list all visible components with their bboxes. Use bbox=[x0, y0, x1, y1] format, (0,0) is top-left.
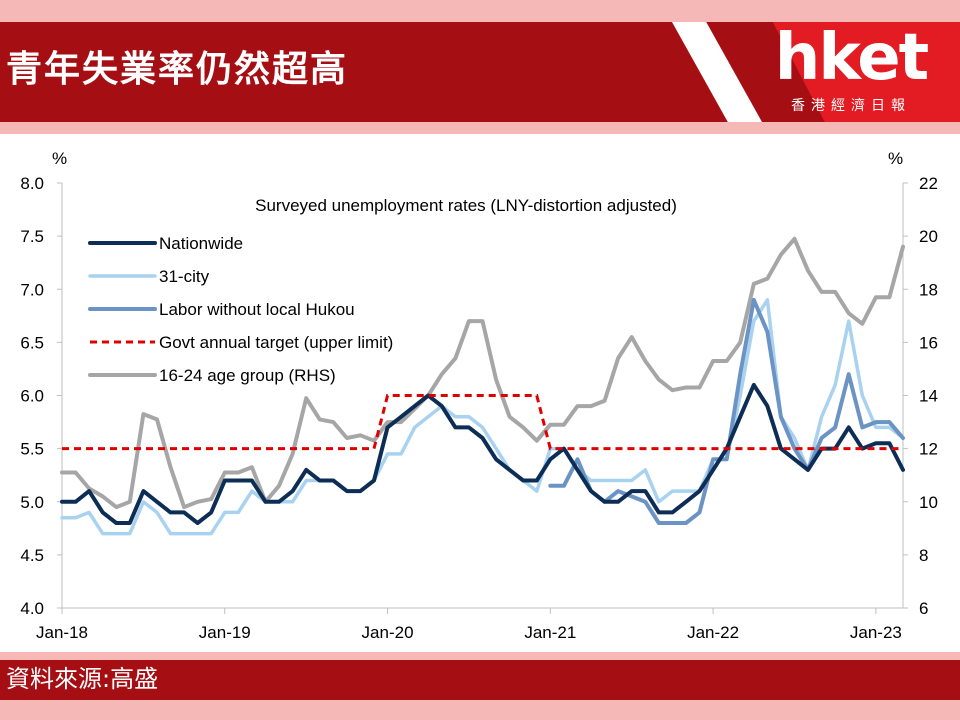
x-tick-label: Jan-23 bbox=[850, 623, 902, 642]
right-tick-label: 10 bbox=[919, 493, 938, 512]
x-tick-label: Jan-21 bbox=[524, 623, 576, 642]
hket-logo: hket bbox=[774, 21, 929, 95]
bottom-strip bbox=[0, 700, 960, 720]
left-unit-label: % bbox=[52, 149, 67, 168]
left-tick-label: 7.0 bbox=[20, 280, 44, 299]
right-tick-label: 18 bbox=[919, 280, 938, 299]
series-line-16-24-age-group-rhs bbox=[60, 236, 905, 510]
x-tick-label: Jan-22 bbox=[687, 623, 739, 642]
chart-title: Surveyed unemployment rates (LNY-distort… bbox=[255, 196, 677, 215]
legend-label-31-city: 31-city bbox=[159, 267, 210, 286]
left-tick-label: 6.0 bbox=[20, 387, 44, 406]
chart-panel: % % Surveyed unemployment rates (LNY-dis… bbox=[0, 134, 960, 652]
right-tick-label: 8 bbox=[919, 546, 928, 565]
left-tick-label: 4.0 bbox=[20, 599, 44, 618]
left-tick-label: 5.5 bbox=[20, 440, 44, 459]
left-tick-label: 4.5 bbox=[20, 546, 44, 565]
series-line-labor-without-local-hukou bbox=[548, 297, 905, 525]
unemployment-chart: % % Surveyed unemployment rates (LNY-dis… bbox=[20, 149, 938, 642]
x-tick-label: Jan-19 bbox=[199, 623, 251, 642]
left-tick-label: 7.5 bbox=[20, 227, 44, 246]
legend-label-nationwide: Nationwide bbox=[159, 234, 243, 253]
series-line-nationwide bbox=[60, 382, 905, 525]
left-tick-label: 5.0 bbox=[20, 493, 44, 512]
hket-logo-subtitle: 香港經濟日報 bbox=[791, 98, 911, 114]
right-tick-label: 12 bbox=[919, 440, 938, 459]
page-title: 青年失業率仍然超高 bbox=[6, 49, 349, 90]
right-tick-label: 16 bbox=[919, 333, 938, 352]
legend-label-labor-without-local-hukou: Labor without local Hukou bbox=[159, 300, 355, 319]
right-unit-label: % bbox=[888, 149, 903, 168]
legend-label-govt-annual-target-upper-limit: Govt annual target (upper limit) bbox=[159, 333, 393, 352]
right-tick-label: 14 bbox=[919, 387, 938, 406]
right-tick-label: 20 bbox=[919, 227, 938, 246]
right-tick-label: 6 bbox=[919, 599, 928, 618]
top-strip bbox=[0, 0, 960, 22]
x-tick-label: Jan-18 bbox=[36, 623, 88, 642]
source-note: 資料來源:高盛 bbox=[6, 665, 159, 693]
series-line-govt-annual-target-upper-limit bbox=[62, 394, 903, 451]
x-tick-label: Jan-20 bbox=[362, 623, 414, 642]
series-line-31-city bbox=[60, 298, 905, 536]
right-tick-label: 22 bbox=[919, 174, 938, 193]
left-tick-label: 8.0 bbox=[20, 174, 44, 193]
footer-banner bbox=[0, 660, 960, 700]
left-tick-label: 6.5 bbox=[20, 333, 44, 352]
legend-label-16-24-age-group-rhs: 16-24 age group (RHS) bbox=[159, 366, 336, 385]
